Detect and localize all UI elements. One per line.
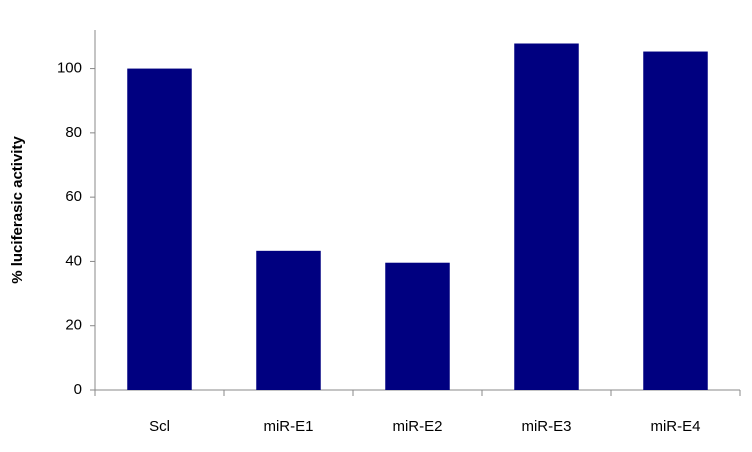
y-axis-label: % luciferasic activity: [9, 136, 26, 284]
y-tick-label: 80: [65, 124, 82, 141]
bar: [385, 262, 450, 390]
x-tick-label: miR-E1: [263, 418, 313, 435]
y-tick-label: 60: [65, 188, 82, 205]
bar: [256, 250, 321, 390]
y-tick-label: 40: [65, 252, 82, 269]
x-tick-label: miR-E3: [521, 418, 571, 435]
x-tick-label: miR-E4: [650, 418, 700, 435]
bar: [127, 68, 192, 391]
bar: [514, 43, 579, 390]
x-tick-label: miR-E2: [392, 418, 442, 435]
bar: [643, 51, 708, 391]
y-tick-label: 100: [57, 60, 82, 77]
y-tick-label: 20: [65, 317, 82, 334]
y-tick-label: 0: [74, 381, 82, 398]
x-tick-label: Scl: [149, 418, 170, 435]
